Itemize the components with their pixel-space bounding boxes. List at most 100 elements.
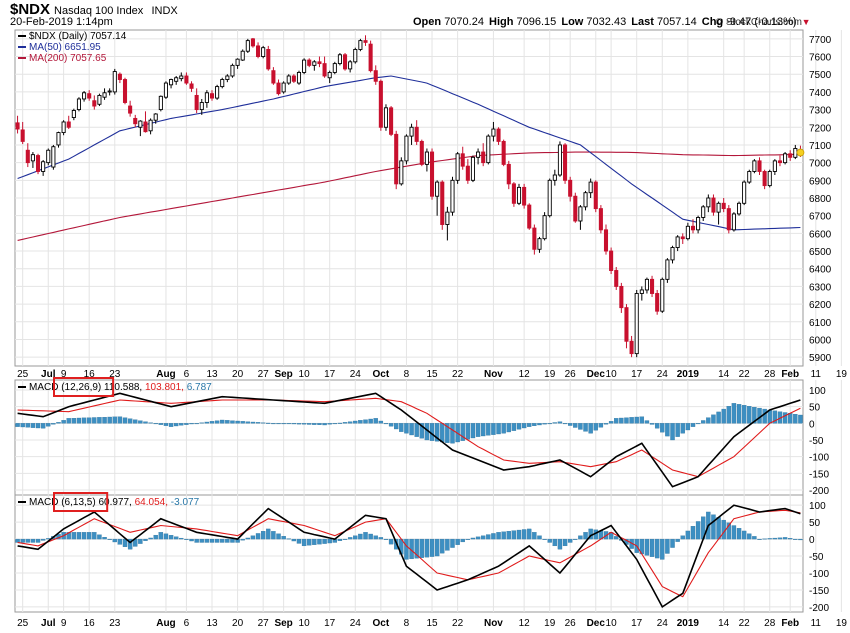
candle-body	[690, 225, 696, 231]
candle	[665, 258, 670, 283]
macd1-hist-bar	[547, 423, 552, 425]
xtick-top-24: 17	[631, 369, 643, 380]
candle	[373, 65, 378, 85]
macd1-hist-bar	[301, 423, 307, 425]
xtick-top-3: 16	[84, 369, 96, 380]
xtick-top-1: Jul	[41, 369, 56, 380]
candle	[128, 100, 133, 117]
macd2-hist-bar	[762, 538, 767, 540]
legend-label-0: $NDX (Daily) 7057.14	[29, 31, 127, 42]
macd2-hist-bar	[220, 538, 225, 543]
candle	[516, 183, 522, 206]
candle-body	[419, 140, 424, 165]
macd2-hist-bar	[225, 538, 230, 543]
candle-body	[71, 110, 76, 118]
candle	[56, 131, 61, 148]
candle-body	[327, 71, 332, 79]
xtick-bottom-17: 22	[452, 618, 464, 629]
macd1-hist-bar	[220, 419, 225, 424]
macd1-hist-bar	[307, 423, 312, 425]
candle	[46, 148, 51, 166]
candle	[532, 224, 537, 255]
macd1-hist-bar	[66, 418, 71, 424]
candle-body	[235, 58, 240, 66]
macd2-hist-bar	[342, 538, 348, 540]
candle-body	[271, 70, 276, 84]
macd1-hist-bar	[736, 404, 742, 424]
macd2-value-2: -3.077	[171, 497, 200, 508]
macd1-hist-bar	[450, 423, 455, 444]
macd2-hist-bar	[281, 536, 286, 540]
macd2-hist-bar	[168, 535, 174, 540]
candle	[332, 61, 337, 75]
candle	[71, 108, 76, 121]
candle-body	[522, 186, 527, 206]
macd1-hist-bar	[312, 423, 317, 425]
candle-body	[716, 202, 721, 213]
candle	[102, 88, 107, 100]
macd1-hist-bar	[260, 422, 266, 424]
xtick-bottom-11: 10	[299, 618, 311, 629]
candle	[230, 63, 235, 78]
candle	[35, 153, 41, 175]
candle	[112, 68, 117, 95]
xtick-top-23: 10	[606, 369, 618, 380]
candle-body	[291, 75, 296, 82]
candle	[435, 180, 440, 216]
macd1-hist-bar	[537, 423, 542, 426]
candle	[747, 169, 752, 184]
candle-body	[46, 149, 51, 164]
chart-title: $NDX Nasdaq 100 Index INDX	[10, 1, 850, 18]
macd2-hist-bar	[711, 514, 716, 540]
candle	[593, 180, 598, 213]
macd1-hist-bar	[496, 423, 501, 435]
macd1-hist-bar	[51, 423, 56, 425]
candle	[506, 160, 511, 190]
candle	[701, 205, 706, 221]
macd2-hist-bar	[250, 535, 256, 540]
candle	[542, 212, 547, 241]
price-ytick-15: 7400	[809, 88, 832, 99]
xtick-bottom-29: 28	[764, 618, 776, 629]
macd1-hist-bar	[491, 423, 496, 435]
candle-body	[557, 144, 562, 176]
macd2-value-0: 60.977,	[98, 497, 134, 508]
candle-body	[307, 59, 312, 66]
macd2-hist-bar	[255, 533, 261, 540]
candle-body	[179, 75, 184, 80]
candle-body	[486, 135, 491, 164]
price-ytick-16: 7500	[809, 70, 832, 81]
candle-body	[706, 197, 711, 208]
candle	[716, 201, 721, 225]
candle	[655, 289, 660, 315]
macd2-hist-bar	[214, 538, 220, 543]
stockcharts-credit[interactable]: © StockCharts.com	[715, 17, 802, 28]
candle	[568, 176, 573, 202]
candle-body	[696, 217, 701, 231]
candle-body	[220, 79, 225, 88]
macd1-hist-bar	[516, 423, 522, 430]
macd2-hist-bar	[680, 535, 685, 540]
xtick-bottom-12: 17	[324, 618, 336, 629]
macd2-hist-bar	[347, 537, 353, 540]
macd2-hist-bar	[685, 530, 691, 540]
macd1-hist-bar	[46, 423, 51, 427]
macd2-hist-bar	[230, 538, 235, 543]
candle	[20, 121, 25, 145]
macd2-hist-bar	[562, 538, 568, 547]
macd1-hist-bar	[741, 405, 747, 424]
macd1-hist-bar	[614, 418, 619, 424]
candle-body	[76, 98, 81, 111]
xtick-top-21: 26	[565, 369, 577, 380]
candle	[209, 90, 215, 101]
macd2-hist-bar	[496, 532, 501, 540]
candle	[522, 183, 527, 209]
macd1-hist-bar	[271, 423, 276, 425]
candle	[767, 169, 772, 188]
candle-body	[122, 79, 128, 103]
candle-body	[598, 208, 603, 231]
macd2-hist-bar	[327, 538, 332, 544]
candle	[296, 70, 302, 85]
macd2-hist-bar	[337, 538, 343, 541]
